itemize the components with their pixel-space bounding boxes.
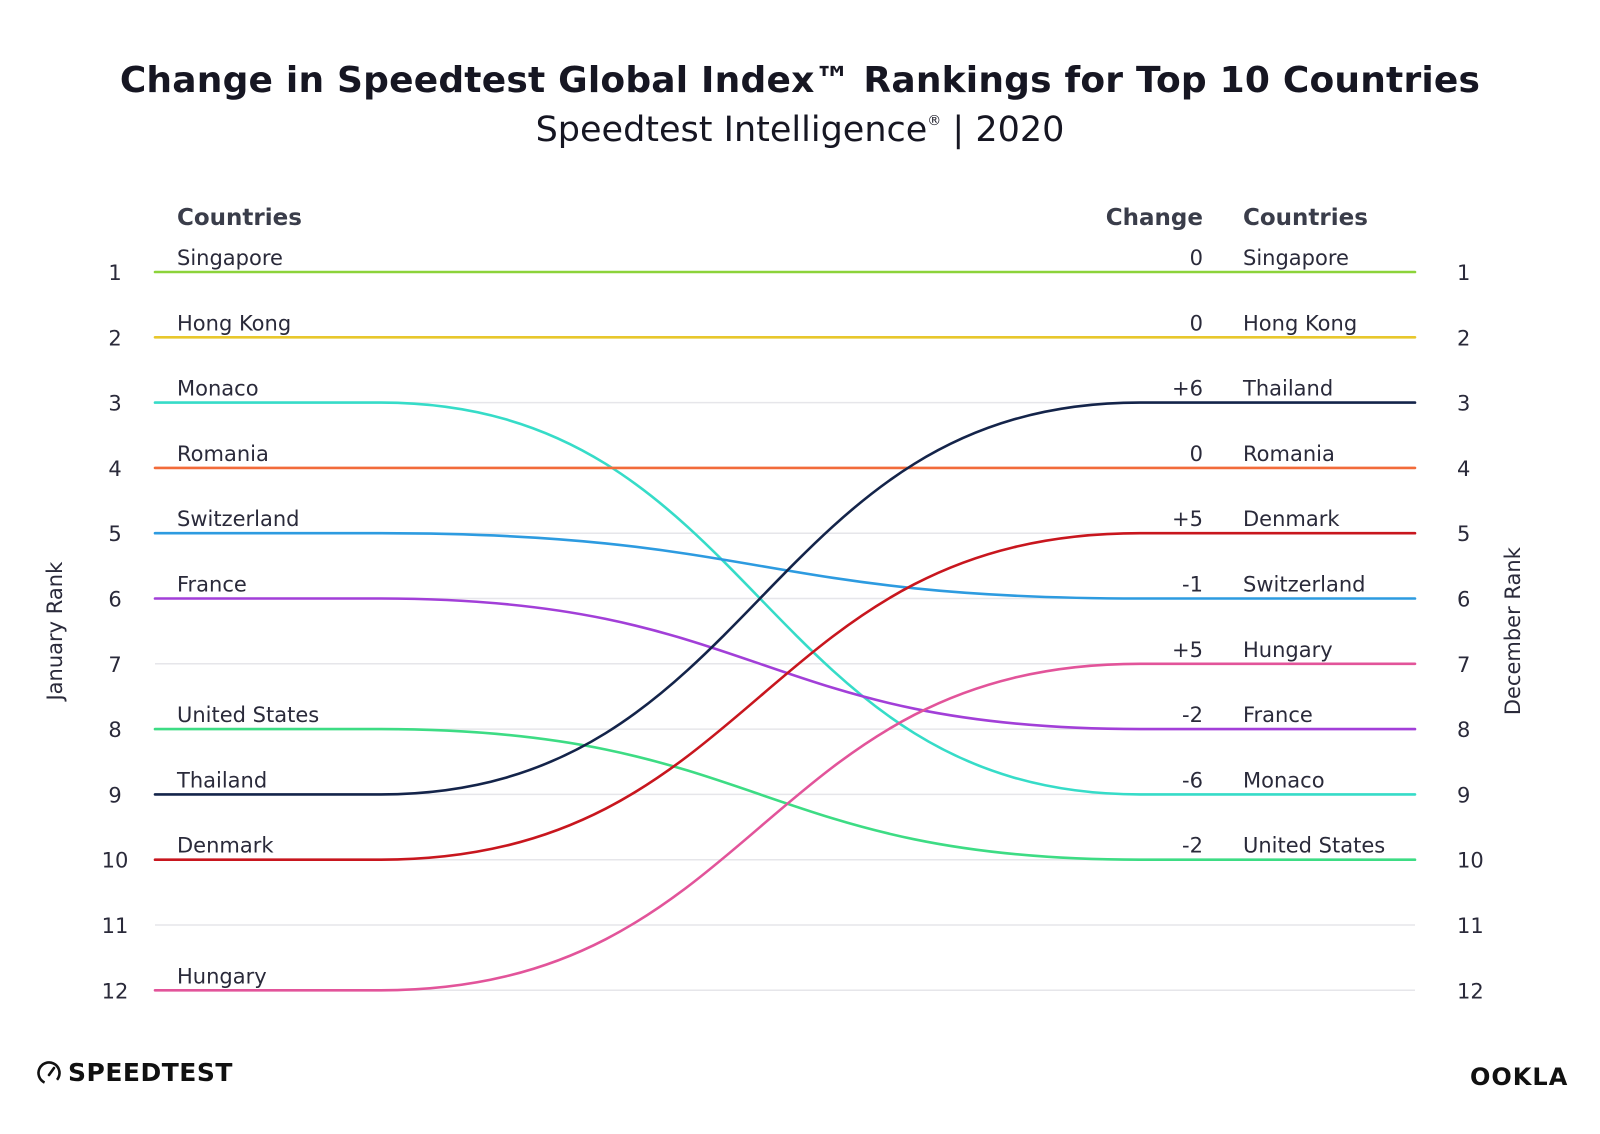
january-country-label: Monaco	[177, 377, 259, 401]
chart-subtitle: Speedtest Intelligence® | 2020	[0, 110, 1600, 150]
series-line	[153, 531, 1417, 600]
series-line	[153, 531, 1417, 861]
left-rank-tick: 8	[108, 718, 121, 742]
right-rank-tick: 5	[1457, 522, 1470, 546]
december-country-label: Denmark	[1243, 507, 1340, 531]
change-header: Change	[1106, 205, 1203, 231]
right-rank-tick: 4	[1457, 457, 1470, 481]
left-rank-tick: 9	[108, 783, 121, 807]
y-left-axis-label: January Rank	[43, 561, 67, 703]
december-country-label: Hong Kong	[1243, 311, 1357, 335]
right-rank-tick: 9	[1457, 783, 1470, 807]
registered-mark: ®	[927, 113, 942, 129]
left-rank-tick: 1	[108, 261, 121, 285]
subtitle-tail: | 2020	[941, 110, 1065, 150]
december-country-label: France	[1243, 703, 1313, 727]
december-country-label: Thailand	[1242, 377, 1333, 401]
change-value-label: +5	[1172, 507, 1203, 531]
gauge-icon	[37, 1060, 61, 1085]
left-rank-tick: 12	[102, 979, 129, 1003]
left-rank-tick: 11	[102, 914, 129, 938]
y-right-axis-label: December Rank	[1501, 546, 1525, 715]
right-rank-tick: 2	[1457, 326, 1470, 350]
change-value-label: 0	[1190, 246, 1203, 270]
right-rank-tick: 7	[1457, 653, 1470, 677]
right-rank-tick: 10	[1457, 849, 1484, 873]
change-value-label: +6	[1172, 377, 1203, 401]
right-rank-tick: 12	[1457, 979, 1484, 1003]
left-rank-tick: 6	[108, 588, 121, 612]
change-value-label: -1	[1182, 573, 1203, 597]
speedtest-logo: SPEEDTEST	[36, 1058, 233, 1087]
january-country-label: Hungary	[177, 964, 267, 988]
left-rank-tick: 4	[108, 457, 121, 481]
right-rank-tick: 1	[1457, 261, 1470, 285]
january-country-label: Switzerland	[177, 507, 300, 531]
right-rank-tick: 6	[1457, 588, 1470, 612]
series-line	[153, 401, 1417, 796]
december-country-label: Romania	[1243, 442, 1335, 466]
january-country-label: Hong Kong	[177, 311, 291, 335]
speedtest-logo-text: SPEEDTEST	[68, 1058, 233, 1087]
change-value-label: -2	[1182, 834, 1203, 858]
january-country-label: France	[177, 573, 247, 597]
change-value-label: -2	[1182, 703, 1203, 727]
right-countries-header: Countries	[1243, 205, 1368, 231]
january-country-label: Romania	[177, 442, 269, 466]
january-country-label: Denmark	[177, 834, 274, 858]
change-value-label: 0	[1190, 311, 1203, 335]
december-country-label: Singapore	[1243, 246, 1349, 270]
january-country-label: United States	[177, 703, 319, 727]
right-rank-tick: 8	[1457, 718, 1470, 742]
subtitle-main: Speedtest Intelligence	[535, 110, 928, 150]
change-value-label: 0	[1190, 442, 1203, 466]
series-line	[153, 662, 1417, 992]
december-country-label: Switzerland	[1243, 573, 1366, 597]
left-rank-tick: 5	[108, 522, 121, 546]
ookla-logo: OOKLA	[1470, 1063, 1569, 1091]
december-country-label: Monaco	[1243, 768, 1325, 792]
right-rank-tick: 11	[1457, 914, 1484, 938]
left-rank-tick: 3	[108, 392, 121, 416]
left-countries-header: Countries	[177, 205, 302, 231]
right-rank-tick: 3	[1457, 392, 1470, 416]
january-country-label: Singapore	[177, 246, 283, 270]
december-country-label: Hungary	[1243, 638, 1333, 662]
left-rank-tick: 7	[108, 653, 121, 677]
left-rank-tick: 10	[102, 849, 129, 873]
december-country-label: United States	[1243, 834, 1385, 858]
series-line	[153, 727, 1417, 861]
left-rank-tick: 2	[108, 326, 121, 350]
change-value-label: -6	[1182, 768, 1203, 792]
chart-title: Change in Speedtest Global Index™ Rankin…	[119, 60, 1481, 101]
series-line	[153, 597, 1417, 731]
change-value-label: +5	[1172, 638, 1203, 662]
january-country-label: Thailand	[176, 768, 267, 792]
